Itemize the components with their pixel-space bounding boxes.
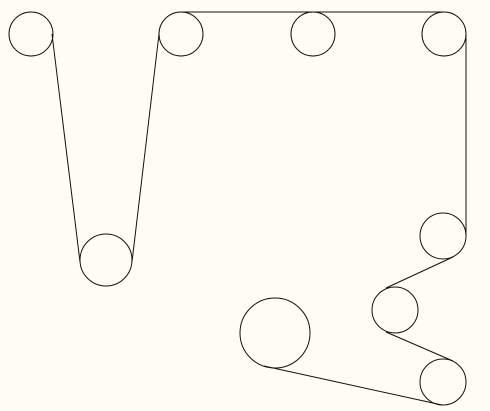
belt-segment-left-down: [51, 33, 81, 263]
pulley-right-middle: [419, 212, 467, 260]
belt-segment-to-idler: [385, 256, 454, 289]
belt-segment-bottom: [263, 365, 443, 406]
pulley-lower-left: [79, 233, 133, 287]
belt-segment-left-up: [131, 33, 160, 263]
pulley-top-right: [421, 11, 467, 57]
belt-segment-from-idler: [385, 331, 454, 362]
pulley-idler: [371, 286, 419, 334]
pulley-large-bottom: [239, 297, 311, 369]
pulley-bottom-right: [419, 358, 467, 406]
pulley-top-middle: [290, 11, 336, 57]
pulley-top-left: [8, 11, 54, 57]
pulley-top-second: [158, 11, 204, 57]
